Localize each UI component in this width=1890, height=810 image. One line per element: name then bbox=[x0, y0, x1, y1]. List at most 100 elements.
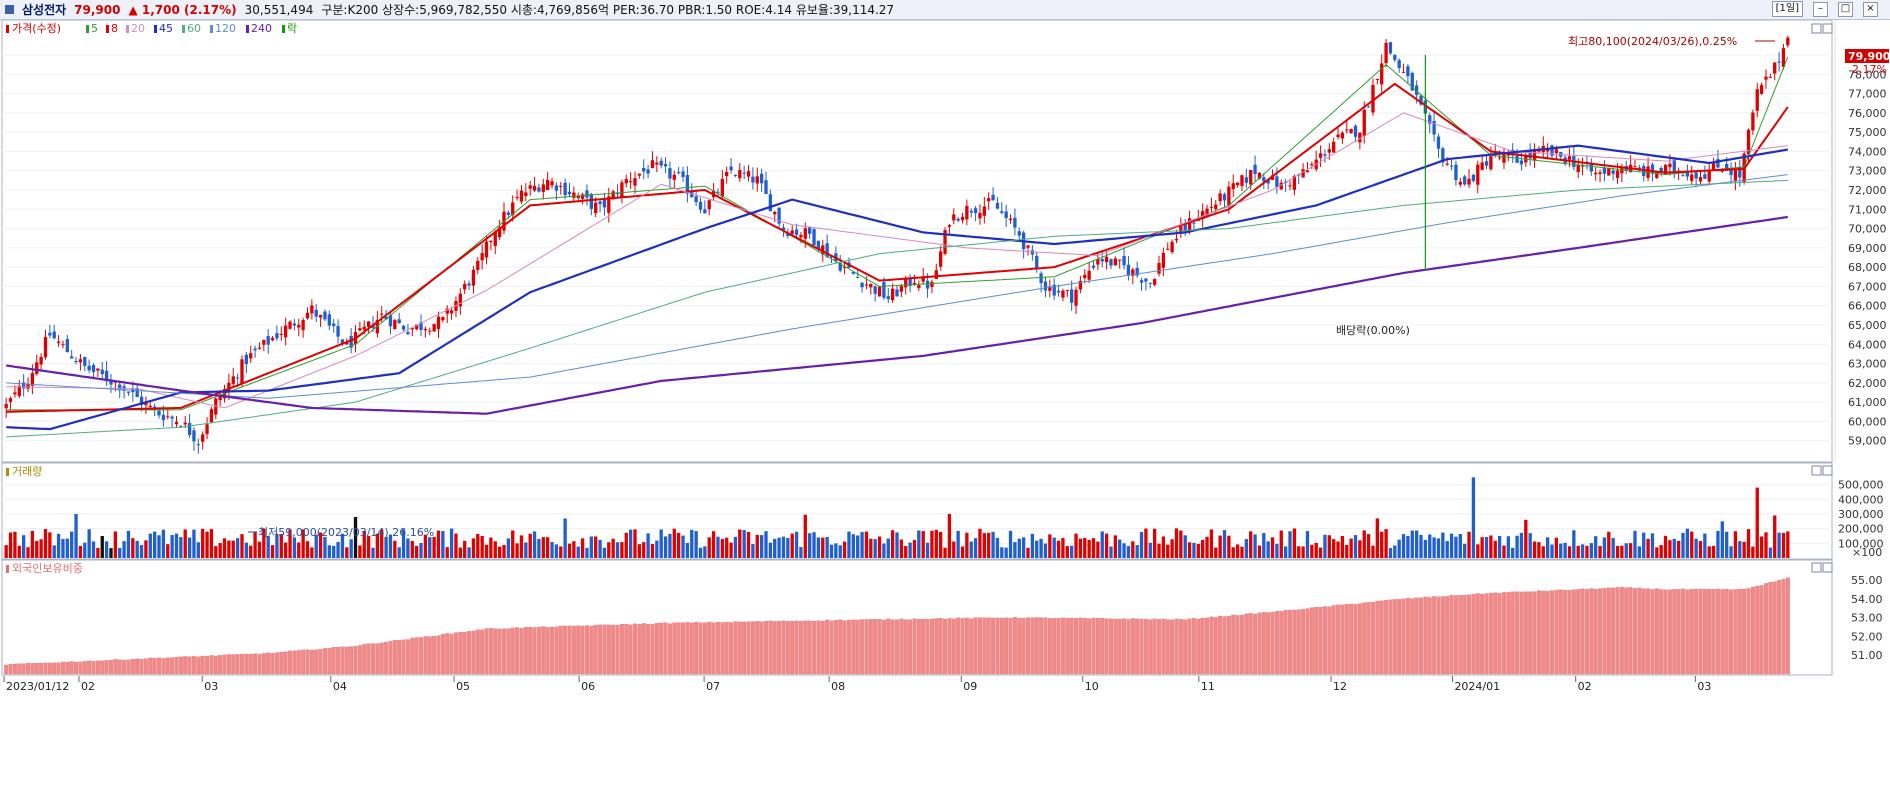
volume-bar bbox=[78, 545, 83, 558]
volume-bar bbox=[113, 531, 118, 558]
candle-body bbox=[393, 320, 397, 329]
foreign-pane-toggle-button[interactable] bbox=[1811, 562, 1822, 573]
candle-body bbox=[371, 325, 375, 329]
foreign-bar bbox=[895, 619, 899, 675]
volume-bar bbox=[720, 539, 724, 558]
maximize-button[interactable]: □ bbox=[1838, 1, 1853, 17]
volume-bar bbox=[8, 532, 13, 558]
volume-bar bbox=[598, 539, 602, 558]
candle-body bbox=[746, 171, 751, 177]
legend-swatch bbox=[106, 25, 109, 33]
foreign-bar bbox=[563, 625, 568, 675]
candle-body bbox=[1528, 150, 1532, 159]
candle-body bbox=[703, 209, 707, 214]
foreign-bar bbox=[1611, 587, 1616, 675]
foreign-bar bbox=[1305, 608, 1310, 675]
volume-pane-close-button[interactable] bbox=[1822, 465, 1833, 476]
volume-bar bbox=[1598, 545, 1602, 558]
stock-chart[interactable]: 59,000 60,000 61,000 62,000 63,000 64,000 65,0… bbox=[0, 20, 1890, 810]
volume-bar bbox=[410, 540, 414, 558]
volume-bar bbox=[1589, 543, 1593, 558]
gridlines bbox=[2, 54, 1832, 442]
foreign-bar bbox=[663, 622, 668, 675]
volume-bar bbox=[1650, 533, 1655, 558]
candle-body bbox=[777, 207, 781, 224]
volume-bar bbox=[751, 544, 755, 558]
candle-body bbox=[196, 444, 200, 446]
candle-body bbox=[1519, 160, 1524, 165]
price-legend-label: 가격(수정) bbox=[12, 22, 61, 35]
volume-bar bbox=[1201, 540, 1205, 558]
volume-bar bbox=[1270, 537, 1275, 558]
volume-bar bbox=[384, 536, 388, 558]
price-pane-toggle-button[interactable] bbox=[1811, 23, 1822, 34]
volume-bar bbox=[559, 546, 563, 558]
x-tick-label: 12 bbox=[1333, 680, 1347, 693]
candle-body bbox=[886, 296, 890, 300]
volume-pane-toggle-button[interactable] bbox=[1811, 465, 1822, 476]
candle-body bbox=[1738, 166, 1742, 178]
foreign-bar bbox=[240, 654, 244, 675]
price-pane-close-button[interactable] bbox=[1822, 23, 1833, 34]
candle-body bbox=[87, 365, 91, 371]
foreign-bar bbox=[1510, 591, 1515, 675]
period-selector[interactable]: [1일] bbox=[1771, 1, 1803, 17]
foreign-bar bbox=[1698, 588, 1703, 675]
foreign-pane-close-button[interactable] bbox=[1822, 562, 1833, 573]
foreign-bar bbox=[196, 656, 201, 675]
candle-body bbox=[52, 331, 56, 339]
volume-bar bbox=[1585, 545, 1589, 558]
foreign-bar bbox=[1763, 583, 1768, 675]
candle-body bbox=[445, 308, 449, 314]
foreign-bar bbox=[1309, 607, 1314, 675]
volume-bar bbox=[1327, 535, 1331, 558]
foreign-bar bbox=[689, 622, 694, 675]
volume-bar bbox=[1288, 531, 1292, 558]
close-button[interactable]: × bbox=[1863, 1, 1878, 17]
candle-body bbox=[1157, 263, 1161, 274]
volume-bar bbox=[471, 538, 476, 558]
ma20-line bbox=[6, 112, 1788, 409]
foreign-bar bbox=[148, 657, 153, 675]
candle-body bbox=[1589, 163, 1593, 172]
volume-bar bbox=[904, 546, 908, 558]
foreign-bar bbox=[694, 621, 699, 675]
volume-bar bbox=[1441, 532, 1445, 558]
minimize-button[interactable]: – bbox=[1813, 1, 1828, 17]
volume-bar bbox=[1008, 530, 1013, 558]
candle-body bbox=[585, 190, 589, 198]
candle-body bbox=[1249, 170, 1253, 185]
price-tick-label: 63,000 bbox=[1848, 358, 1887, 371]
volume-bar bbox=[834, 543, 838, 558]
x-tick-label: 2023/01/12 bbox=[6, 680, 69, 693]
foreign-bar bbox=[619, 623, 624, 675]
candle-body bbox=[952, 214, 956, 221]
price-tick-label: 67,000 bbox=[1848, 280, 1887, 293]
volume-bar bbox=[764, 531, 768, 558]
foreign-bar bbox=[117, 659, 122, 675]
foreign-bar bbox=[1030, 617, 1035, 675]
price-tick-label: 77,000 bbox=[1848, 88, 1887, 101]
candle-body bbox=[1458, 181, 1462, 185]
foreign-bar bbox=[510, 627, 515, 675]
stock-name[interactable]: 삼성전자 bbox=[22, 3, 67, 17]
foreign-bar bbox=[750, 621, 755, 675]
x-tick-label: 10 bbox=[1085, 680, 1099, 693]
candle-body bbox=[1152, 279, 1157, 285]
foreign-bar bbox=[318, 648, 323, 675]
foreign-bar bbox=[1174, 618, 1179, 675]
foreign-bar bbox=[288, 650, 293, 675]
volume-bar bbox=[1642, 532, 1646, 558]
foreign-bar bbox=[270, 653, 275, 675]
candle-body bbox=[1484, 161, 1489, 166]
candle-body bbox=[1681, 175, 1685, 177]
volume-bar bbox=[205, 531, 209, 558]
foreign-bar bbox=[1432, 596, 1437, 675]
volume-bar bbox=[1161, 536, 1166, 558]
candle-body bbox=[655, 162, 659, 165]
volume-bar bbox=[838, 545, 842, 558]
candle-body bbox=[869, 283, 873, 288]
foreign-bar bbox=[26, 662, 31, 675]
volume-bar bbox=[1292, 528, 1297, 558]
volume-bar bbox=[960, 546, 965, 558]
